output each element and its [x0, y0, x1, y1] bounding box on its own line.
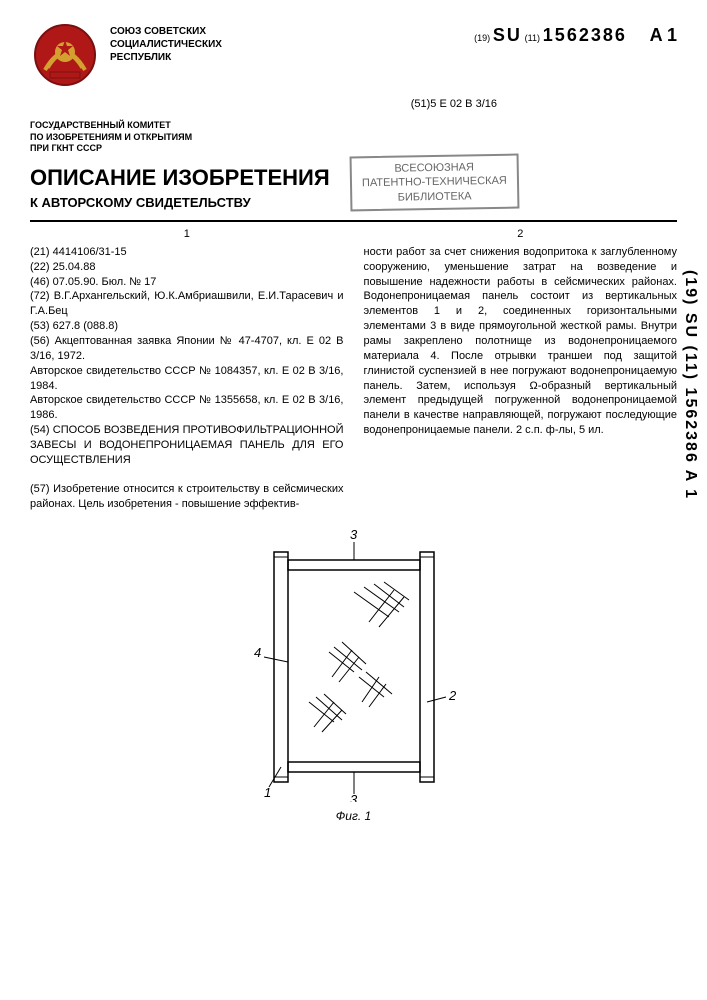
ipc-classification: (51)5 Е 02 В 3/16 — [30, 98, 677, 110]
column-number: 1 — [30, 227, 344, 242]
column-right: 2 ности работ за счет снижения водоприто… — [364, 227, 678, 512]
svg-text:2: 2 — [448, 688, 457, 703]
library-stamp: ВСЕСОЮЗНАЯ ПАТЕНТНО-ТЕХНИЧЕСКАЯ БИБЛИОТЕ… — [349, 154, 519, 212]
svg-text:4: 4 — [254, 645, 261, 660]
svg-text:1: 1 — [264, 785, 271, 800]
column-number: 2 — [364, 227, 678, 242]
union-name: СОЮЗ СОВЕТСКИХ СОЦИАЛИСТИЧЕСКИХ РЕСПУБЛИ… — [110, 20, 464, 64]
state-emblem — [30, 20, 100, 90]
document-title: ОПИСАНИЕ ИЗОБРЕТЕНИЯ — [30, 165, 330, 191]
svg-text:3: 3 — [350, 792, 358, 802]
column-text: (21) 4414106/31-15 (22) 25.04.88 (46) 07… — [30, 245, 344, 512]
divider — [30, 220, 677, 222]
document-subtitle: К АВТОРСКОМУ СВИДЕТЕЛЬСТВУ — [30, 195, 330, 210]
committee-name: ГОСУДАРСТВЕННЫЙ КОМИТЕТ ПО ИЗОБРЕТЕНИЯМ … — [30, 120, 677, 155]
column-text: ности работ за счет снижения водопритока… — [364, 245, 678, 438]
document-id: (19) SU (11) 1562386 A 1 — [474, 20, 677, 46]
figure: 1 2 3 3 4 Фиг. 1 — [30, 522, 677, 823]
figure-caption: Фиг. 1 — [30, 809, 677, 823]
svg-text:3: 3 — [350, 527, 358, 542]
side-document-id: (19) SU (11) 1562386 A 1 — [681, 270, 699, 500]
figure-drawing: 1 2 3 3 4 — [234, 522, 474, 802]
column-left: 1 (21) 4414106/31-15 (22) 25.04.88 (46) … — [30, 227, 344, 512]
